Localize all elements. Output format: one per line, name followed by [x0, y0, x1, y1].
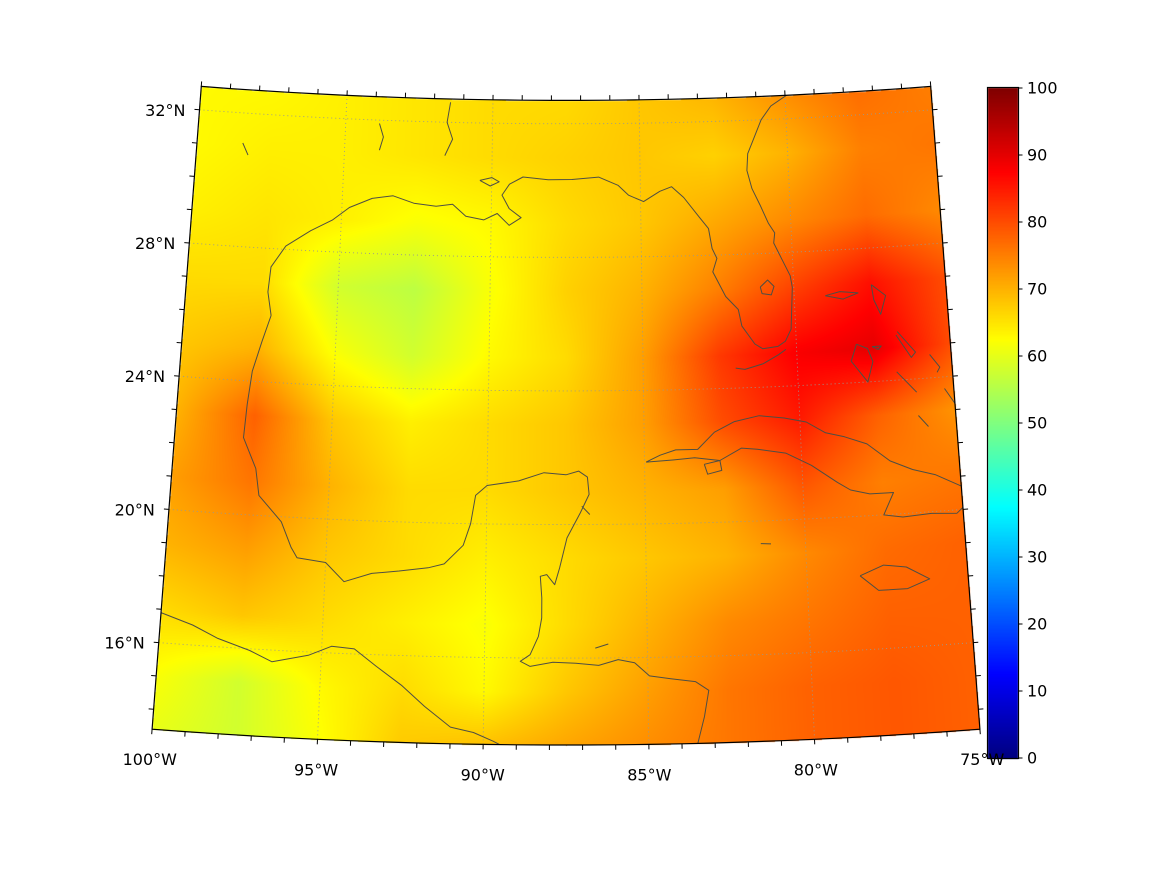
lon-tick-label: 95°W [294, 760, 338, 779]
colorbar-tick-label: 80 [1027, 213, 1047, 232]
lon-tick-label: 80°W [794, 760, 838, 779]
graticule-meridian [482, 99, 494, 745]
lat-tick-label: 24°N [125, 367, 165, 386]
graticule [151, 86, 981, 745]
coastlines [152, 86, 973, 745]
coastline [850, 343, 874, 383]
lat-tick-label: 20°N [115, 500, 155, 519]
coastline [444, 102, 454, 156]
colorbar-tick-label: 0 [1027, 749, 1037, 768]
colorbar-tick-label: 20 [1027, 615, 1047, 634]
colorbar-tick-label: 100 [1027, 79, 1058, 98]
colorbar-tick-label: 70 [1027, 280, 1047, 299]
map-border [151, 85, 981, 746]
axis-ticks [148, 81, 984, 750]
coastline [871, 345, 882, 350]
coastline [825, 291, 859, 300]
lat-tick-label: 28°N [135, 234, 175, 253]
colorbar: 0 10 20 30 40 50 60 70 80 90 100 [986, 79, 1058, 768]
coastline [152, 594, 510, 745]
lat-tick-label: 32°N [145, 101, 185, 120]
coastline [378, 123, 384, 151]
colorbar-tick-label: 90 [1027, 146, 1047, 165]
colorbar-tick-label: 10 [1027, 682, 1047, 701]
lon-tick-label: 100°W [123, 750, 178, 769]
coastline [896, 371, 918, 393]
coastline [859, 564, 931, 591]
coastline [581, 505, 591, 515]
longitude-labels: 100°W 95°W 90°W 85°W 80°W 75°W [123, 750, 1005, 784]
lon-tick-label: 75°W [960, 750, 1004, 769]
coastline [929, 354, 941, 373]
graticule-parallel [199, 109, 933, 125]
coastline [595, 643, 609, 649]
coastline [645, 415, 973, 518]
coastline [895, 331, 916, 358]
lat-tick-label: 16°N [104, 634, 144, 653]
latitude-labels: 32°N 28°N 24°N 20°N 16°N [104, 101, 185, 653]
graticule-parallel [179, 375, 953, 392]
coastline [918, 415, 929, 427]
coastline [242, 142, 249, 156]
coastline [703, 460, 723, 475]
lon-tick-label: 85°W [627, 765, 671, 784]
colorbar-tick-label: 30 [1027, 548, 1047, 567]
colorbar-tick-label: 60 [1027, 347, 1047, 366]
colorbar-tick-label: 50 [1027, 414, 1047, 433]
coastline [479, 177, 500, 187]
graticule-parallel [158, 642, 974, 659]
coastline [267, 86, 811, 350]
graticule-parallel [168, 508, 964, 525]
graticule-parallel [189, 242, 943, 258]
coastline [759, 279, 775, 296]
lon-tick-label: 90°W [461, 765, 505, 784]
coastline [243, 315, 710, 745]
colorbar-frame [986, 86, 1020, 760]
coastline [870, 284, 887, 315]
graticule-meridian [784, 95, 815, 740]
graticule-meridian [638, 99, 650, 745]
colorbar-tick-label: 40 [1027, 481, 1047, 500]
graticule-meridian [317, 95, 348, 740]
coastline [735, 348, 787, 370]
